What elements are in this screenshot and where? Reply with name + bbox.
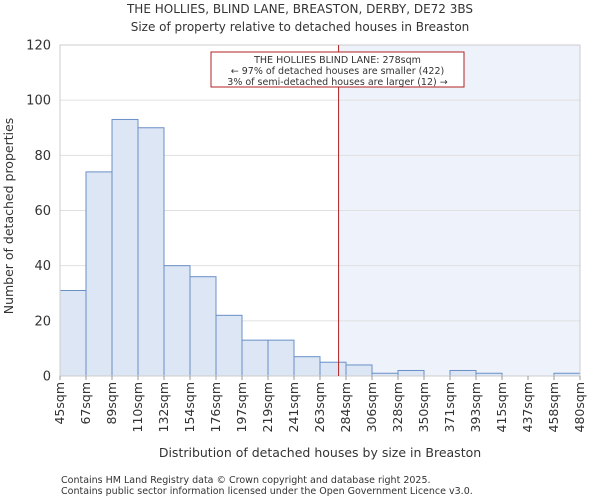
x-tick-label: 415sqm bbox=[494, 382, 509, 432]
histogram-bar bbox=[345, 364, 373, 377]
x-tick-label: 263sqm bbox=[312, 382, 327, 432]
histogram-bar bbox=[449, 369, 477, 377]
histogram-bar bbox=[397, 369, 425, 377]
annotation-line-2: ← 97% of detached houses are smaller (42… bbox=[231, 66, 444, 77]
x-tick-label: 219sqm bbox=[260, 382, 275, 432]
footer-line-1: Contains HM Land Registry data © Crown c… bbox=[61, 475, 431, 486]
annotation-line-1: THE HOLLIES BLIND LANE: 278sqm bbox=[253, 55, 421, 66]
x-tick-label: 89sqm bbox=[104, 382, 119, 425]
histogram-bar bbox=[189, 276, 217, 377]
y-tick-label: 40 bbox=[34, 259, 51, 274]
x-tick-label: 67sqm bbox=[78, 382, 93, 425]
y-axis-label: Number of detached properties bbox=[1, 118, 16, 315]
x-tick-label: 132sqm bbox=[156, 382, 171, 432]
x-tick-label: 241sqm bbox=[286, 382, 301, 432]
histogram-bar bbox=[319, 361, 347, 377]
annotation-box bbox=[210, 51, 465, 88]
x-tick-label: 393sqm bbox=[468, 382, 483, 432]
x-tick-label: 480sqm bbox=[572, 382, 587, 432]
x-axis-label: Distribution of detached houses by size … bbox=[159, 445, 481, 460]
y-tick-label: 20 bbox=[34, 314, 51, 329]
chart-subtitle: Size of property relative to detached ho… bbox=[131, 20, 470, 34]
annotation-line-3: 3% of semi-detached houses are larger (1… bbox=[227, 77, 447, 88]
y-tick-label: 80 bbox=[34, 149, 51, 164]
y-tick-label: 0 bbox=[43, 370, 51, 385]
histogram-bar bbox=[241, 339, 269, 377]
footer-line-2: Contains public sector information licen… bbox=[61, 486, 473, 497]
x-tick-label: 350sqm bbox=[416, 382, 431, 432]
x-tick-label: 328sqm bbox=[390, 382, 405, 432]
x-tick-label: 197sqm bbox=[234, 382, 249, 432]
x-tick-label: 458sqm bbox=[546, 382, 561, 432]
histogram-bar bbox=[85, 171, 113, 377]
x-tick-label: 306sqm bbox=[364, 382, 379, 432]
histogram-bar bbox=[137, 127, 165, 377]
histogram-bar bbox=[293, 356, 321, 377]
chart-title: THE HOLLIES, BLIND LANE, BREASTON, DERBY… bbox=[126, 2, 473, 16]
x-tick-label: 284sqm bbox=[338, 382, 353, 432]
histogram-bar bbox=[111, 118, 139, 377]
x-tick-label: 154sqm bbox=[182, 382, 197, 432]
x-tick-label: 437sqm bbox=[520, 382, 535, 432]
x-tick-label: 110sqm bbox=[130, 382, 145, 432]
histogram-bar bbox=[59, 289, 87, 377]
x-tick-label: 176sqm bbox=[208, 382, 223, 432]
histogram-bar bbox=[163, 265, 191, 377]
y-tick-label: 100 bbox=[26, 94, 51, 109]
x-tick-label: 371sqm bbox=[442, 382, 457, 432]
histogram-bar bbox=[267, 339, 295, 377]
y-tick-label: 60 bbox=[34, 204, 51, 219]
y-tick-label: 120 bbox=[26, 39, 51, 54]
histogram-bar bbox=[215, 314, 243, 377]
x-tick-label: 45sqm bbox=[52, 382, 67, 425]
